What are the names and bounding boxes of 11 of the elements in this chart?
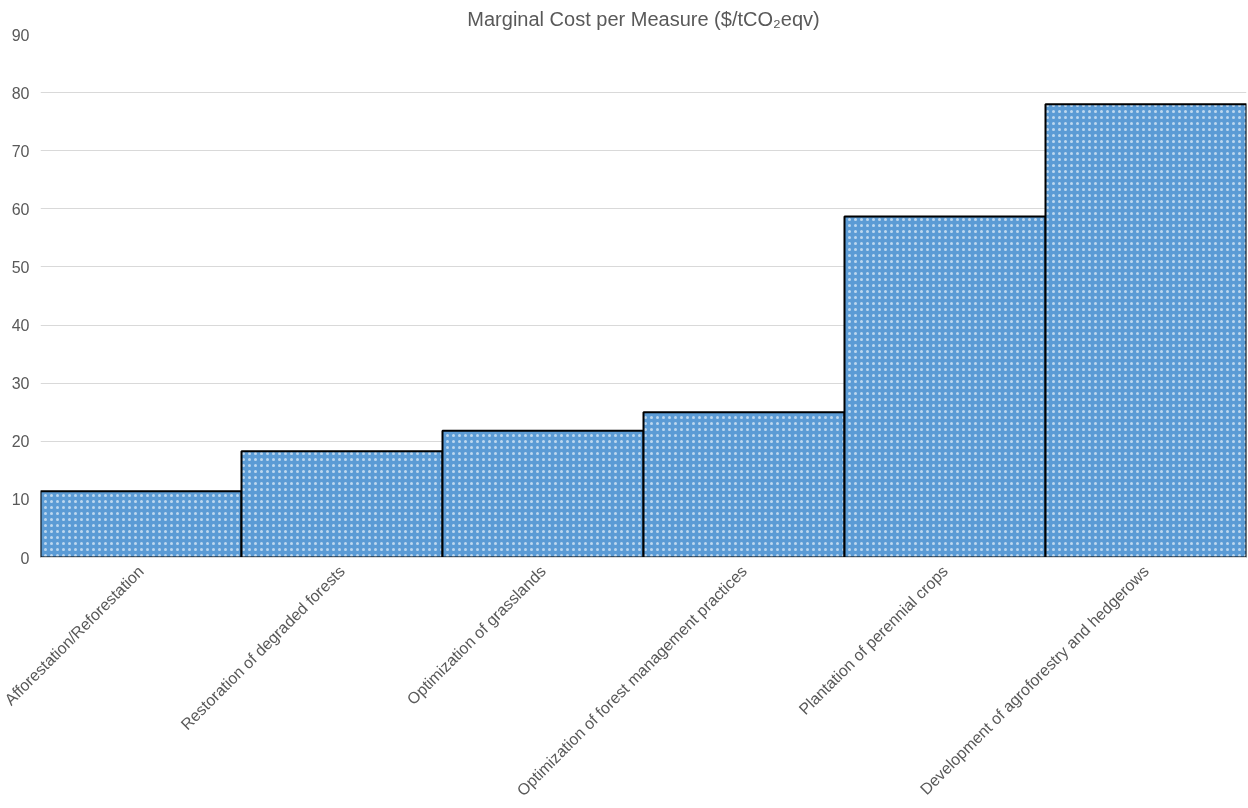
y-tick-label: 50 [11, 258, 30, 276]
y-tick-label: 70 [11, 142, 30, 160]
y-tick-label: 10 [11, 491, 30, 509]
y-tick-label: 20 [11, 433, 30, 451]
y-tick-label: 0 [20, 549, 30, 567]
chart-title: Marginal Cost per Measure ($/tCO₂eqv) [467, 7, 820, 30]
y-tick-label: 90 [11, 26, 30, 44]
y-tick-label: 30 [11, 375, 30, 393]
y-tick-label: 80 [11, 84, 30, 102]
y-tick-label: 40 [11, 317, 30, 335]
y-tick-label: 60 [11, 200, 30, 218]
